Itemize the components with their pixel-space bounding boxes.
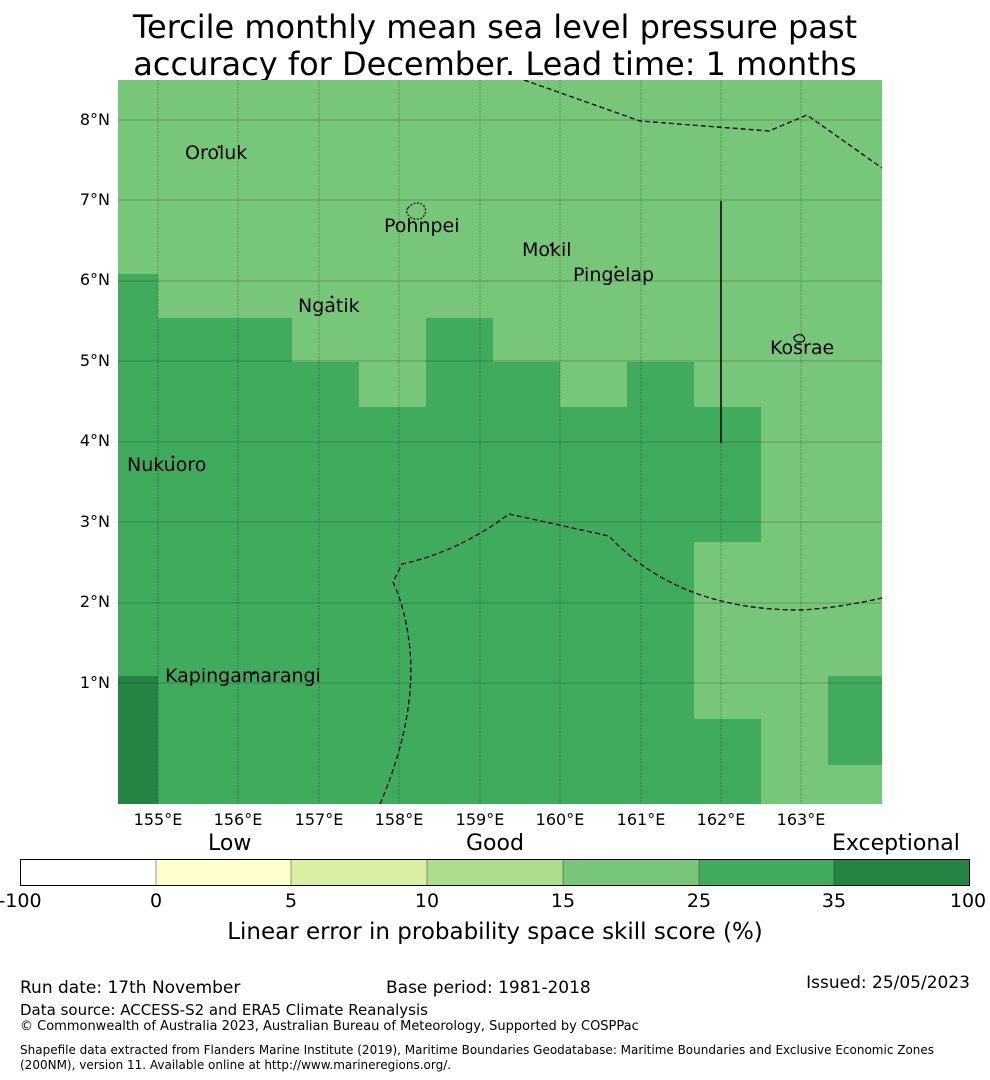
skill-cell-10 (694, 719, 761, 804)
lon-label-159e: 159°E (455, 810, 505, 829)
lat-label-6n: 6°N (79, 270, 110, 289)
colorbar-segment-7 (834, 859, 970, 886)
eez-boundary-north (523, 80, 882, 169)
skill-cell-2 (158, 318, 292, 804)
category-exceptional: Exceptional (832, 831, 960, 856)
colorbar-tick-10: 10 (414, 890, 440, 912)
skill-cell-6 (493, 362, 560, 804)
colorbar-tick-minus-100: -100 (0, 890, 42, 912)
place-label-mokil: Mokil (522, 239, 572, 261)
lat-label-1n: 1°N (79, 673, 110, 692)
colorbar-segment-6 (699, 859, 834, 886)
lat-label-3n: 3°N (79, 512, 110, 531)
graticule (118, 80, 882, 804)
oroluk-atoll (217, 145, 221, 149)
mokil-atoll (549, 243, 553, 247)
shapefile-credit-line-1: Shapefile data extracted from Flanders M… (20, 1043, 935, 1057)
lon-label-158e: 158°E (374, 810, 424, 829)
base-period: Base period: 1981-2018 (386, 978, 591, 998)
skill-cell-4 (359, 407, 426, 804)
lat-label-7n: 7°N (79, 190, 110, 209)
colorbar-tick-25: 25 (686, 890, 712, 912)
pohnpei-island (406, 202, 427, 220)
nukuoro-atoll (171, 455, 175, 459)
lon-label-162e: 162°E (696, 810, 746, 829)
place-label-oroluk: Oroluk (185, 142, 248, 164)
lon-label-156e: 156°E (213, 810, 263, 829)
lat-label-5n: 5°N (79, 351, 110, 370)
colorbar-label: Linear error in probability space skill … (227, 919, 763, 945)
chart-title-line-1: Tercile monthly mean sea level pressure … (132, 8, 858, 46)
skill-cell-11 (828, 676, 882, 765)
copyright-notice: © Commonwealth of Australia 2023, Austra… (20, 1019, 639, 1034)
place-label-kapingamarangi: Kapingamarangi (165, 665, 321, 687)
colorbar (20, 859, 970, 886)
skill-cell-7 (560, 407, 627, 804)
kosrae-island (793, 333, 806, 343)
kapingamarangi-atoll (252, 671, 256, 675)
chart-title-line-2: accuracy for December. Lead time: 1 mont… (133, 45, 857, 83)
lon-label-160e: 160°E (535, 810, 585, 829)
data-source: Data source: ACCESS-S2 and ERA5 Climate … (20, 1001, 428, 1019)
skill-score-map (118, 80, 882, 804)
colorbar-segment-4 (427, 859, 563, 886)
colorbar-tick-35: 35 (821, 890, 847, 912)
place-label-pingelap: Pingelap (573, 264, 655, 286)
colorbar-tick-5: 5 (284, 890, 298, 912)
colorbar-segment-2 (156, 859, 291, 886)
issued-date: Issued: 25/05/2023 (806, 973, 970, 993)
colorbar-tick-100: 100 (949, 890, 987, 912)
place-label-ngatik: Ngatik (298, 295, 360, 317)
place-label-nukuoro: Nukuoro (127, 454, 207, 476)
colorbar-segment-1 (20, 859, 156, 886)
skill-cell-9 (694, 407, 761, 542)
shapefile-credit-line-2: (200NM), version 11. Available online at… (20, 1058, 452, 1072)
skill-grid-cells (118, 80, 882, 804)
pingelap-atoll (614, 265, 618, 269)
lon-label-161e: 161°E (616, 810, 666, 829)
lat-label-4n: 4°N (79, 431, 110, 450)
place-label-kosrae: Kosrae (770, 337, 835, 359)
ngatik-atoll (330, 295, 334, 299)
lon-label-157e: 157°E (294, 810, 344, 829)
map-canvas (118, 80, 882, 804)
skill-cell-8 (627, 362, 694, 804)
colorbar-segment-3 (291, 859, 427, 886)
eez-boundaries (379, 80, 882, 804)
island-outlines (171, 145, 806, 675)
category-good: Good (466, 831, 524, 856)
lat-label-8n: 8°N (79, 110, 110, 129)
skill-cell-3 (292, 362, 359, 804)
run-date: Run date: 17th November (20, 978, 241, 998)
colorbar-segment-5 (563, 859, 699, 886)
lat-label-2n: 2°N (79, 592, 110, 611)
skill-cell-5 (426, 318, 493, 804)
lon-label-163e: 163°E (776, 810, 826, 829)
category-low: Low (208, 831, 252, 856)
lon-label-155e: 155°E (133, 810, 183, 829)
colorbar-tick-15: 15 (550, 890, 576, 912)
skill-cell-12 (118, 676, 158, 804)
eez-boundary-south (379, 513, 882, 804)
colorbar-tick-0: 0 (149, 890, 163, 912)
place-label-pohnpei: Pohnpei (384, 215, 460, 237)
